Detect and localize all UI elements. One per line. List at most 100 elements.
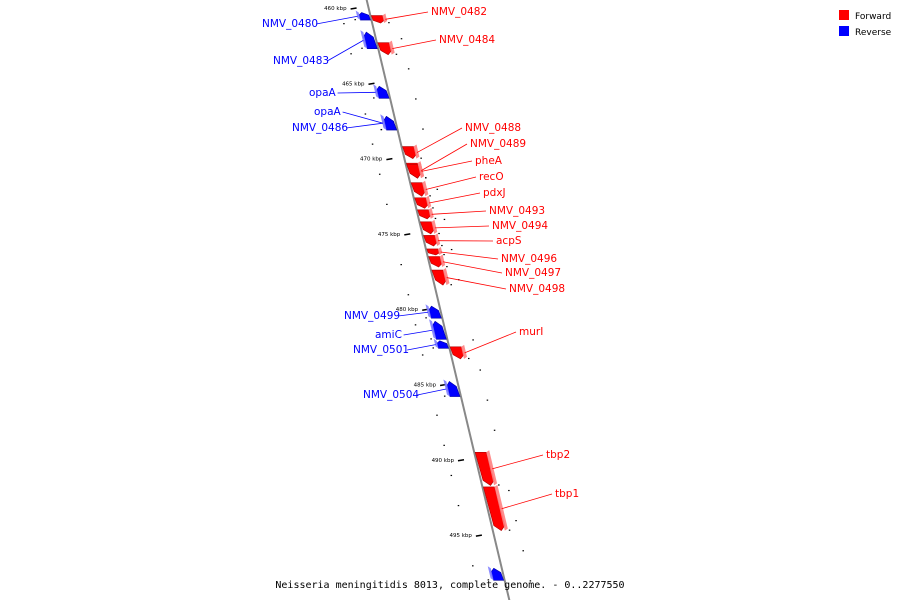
minor-tick [486, 399, 489, 401]
gene-glyph[interactable] [370, 13, 390, 24]
gene-label[interactable]: NMV_0501 [353, 344, 409, 356]
minor-tick [522, 550, 524, 552]
minor-tick [343, 23, 345, 25]
gene-glyph[interactable] [487, 566, 505, 581]
gene-end-mark [432, 207, 434, 209]
gene-glyph[interactable] [377, 40, 398, 56]
tick-label: 490 kbp [432, 458, 455, 464]
gene-arrow [423, 235, 438, 247]
gene-label[interactable]: pheA [475, 155, 503, 167]
minor-tick [350, 53, 352, 55]
gene-arrow [426, 248, 440, 256]
gene-label[interactable]: tbp2 [546, 449, 570, 461]
gene-end-mark [441, 244, 443, 247]
gene-bevel [434, 233, 441, 246]
gene-label[interactable]: NMV_0486 [292, 122, 348, 134]
gene-glyph[interactable] [443, 379, 461, 397]
minor-tick [457, 504, 460, 507]
label-leader [425, 176, 477, 190]
gene-bevel [360, 30, 368, 49]
gene-glyph[interactable] [483, 484, 511, 531]
gene-label[interactable]: NMV_0497 [505, 267, 561, 279]
minor-tick [364, 113, 367, 115]
label-leader [421, 160, 473, 172]
gene-glyph[interactable] [426, 246, 445, 256]
gene-label[interactable]: NMV_0482 [431, 6, 487, 18]
gene-glyph[interactable] [402, 144, 422, 159]
gene-label[interactable]: NMV_0484 [439, 34, 495, 46]
gene-label[interactable]: pdxJ [483, 187, 506, 199]
gene-end-mark [361, 47, 363, 49]
tick-label: 480 kbp [396, 307, 419, 313]
gene-glyph[interactable] [354, 10, 371, 21]
minor-tick [472, 565, 474, 567]
gene-label[interactable]: NMV_0493 [489, 205, 545, 217]
label-leader [316, 15, 358, 25]
gene-label[interactable]: NMV_0488 [465, 122, 521, 134]
gene-glyph[interactable] [419, 219, 440, 235]
minor-tick [407, 68, 410, 70]
gene-label[interactable]: NMV_0480 [262, 18, 318, 30]
gene-label[interactable]: recO [479, 171, 504, 183]
gene-end-mark [420, 157, 422, 159]
gene-glyph[interactable] [432, 338, 449, 349]
label-leader [442, 261, 503, 274]
gene-glyph[interactable] [449, 344, 470, 360]
gene-label[interactable]: opaA [314, 106, 342, 118]
gene-label[interactable]: acpS [496, 235, 522, 247]
gene-glyph[interactable] [425, 304, 442, 319]
label-leader [392, 39, 437, 50]
gene-glyph[interactable] [431, 268, 452, 286]
gene-bevel [380, 114, 387, 130]
gene-glyph[interactable] [423, 233, 443, 247]
label-leader [431, 210, 487, 215]
gene-glyph[interactable] [429, 319, 447, 340]
label-leaders [316, 11, 553, 510]
gene-end-mark [425, 177, 427, 179]
gene-end-mark [443, 395, 446, 397]
gene-label[interactable]: NMV_0499 [344, 310, 400, 322]
minor-tick [378, 173, 381, 175]
gene-end-mark [450, 284, 452, 286]
gene-label[interactable]: opaA [309, 87, 337, 99]
gene-glyph[interactable] [406, 162, 427, 179]
gene-glyph[interactable] [414, 195, 434, 209]
gene-end-mark [443, 253, 445, 256]
gene-glyph[interactable] [380, 114, 398, 131]
gene-label[interactable]: tbp1 [555, 488, 579, 500]
gene-arrow [436, 340, 449, 349]
gene-arrow [358, 12, 371, 21]
legend-reverse-swatch [839, 26, 849, 36]
major-ticks: 460 kbp 465 kbp 470 kbp 475 kbp 480 kbp 485 k… [324, 6, 483, 539]
gene-label[interactable]: NMV_0504 [363, 389, 419, 401]
gene-arrow [428, 256, 443, 268]
major-tick [475, 534, 483, 537]
gene-glyph[interactable] [360, 30, 378, 49]
gene-end-mark [434, 217, 437, 220]
minor-ticks [343, 23, 532, 582]
minor-tick [443, 444, 445, 446]
gene-label[interactable]: NMV_0494 [492, 220, 548, 232]
tick-label: 465 kbp [342, 81, 365, 87]
major-tick [457, 459, 465, 462]
minor-tick [400, 38, 403, 40]
gene-label[interactable]: amiC [375, 329, 402, 341]
gene-label[interactable]: NMV_0496 [501, 253, 557, 265]
gene-label[interactable]: NMV_0498 [509, 283, 565, 295]
minor-tick [422, 128, 424, 130]
gene-bevel [461, 344, 468, 359]
gene-label[interactable]: NMV_0489 [470, 138, 526, 150]
gene-label[interactable]: NMV_0483 [273, 55, 329, 67]
gene-bevel [494, 484, 508, 531]
genome-backbone [365, 0, 511, 600]
gene-arrow [417, 209, 432, 220]
gene-bevel [487, 566, 494, 581]
gene-glyph[interactable] [474, 450, 500, 486]
major-tick [404, 233, 411, 236]
gene-glyph[interactable] [417, 207, 437, 220]
gene-glyph[interactable] [373, 84, 390, 99]
gene-glyph[interactable] [410, 180, 431, 197]
gene-label[interactable]: murI [519, 326, 543, 338]
gene-glyph[interactable] [428, 254, 448, 268]
